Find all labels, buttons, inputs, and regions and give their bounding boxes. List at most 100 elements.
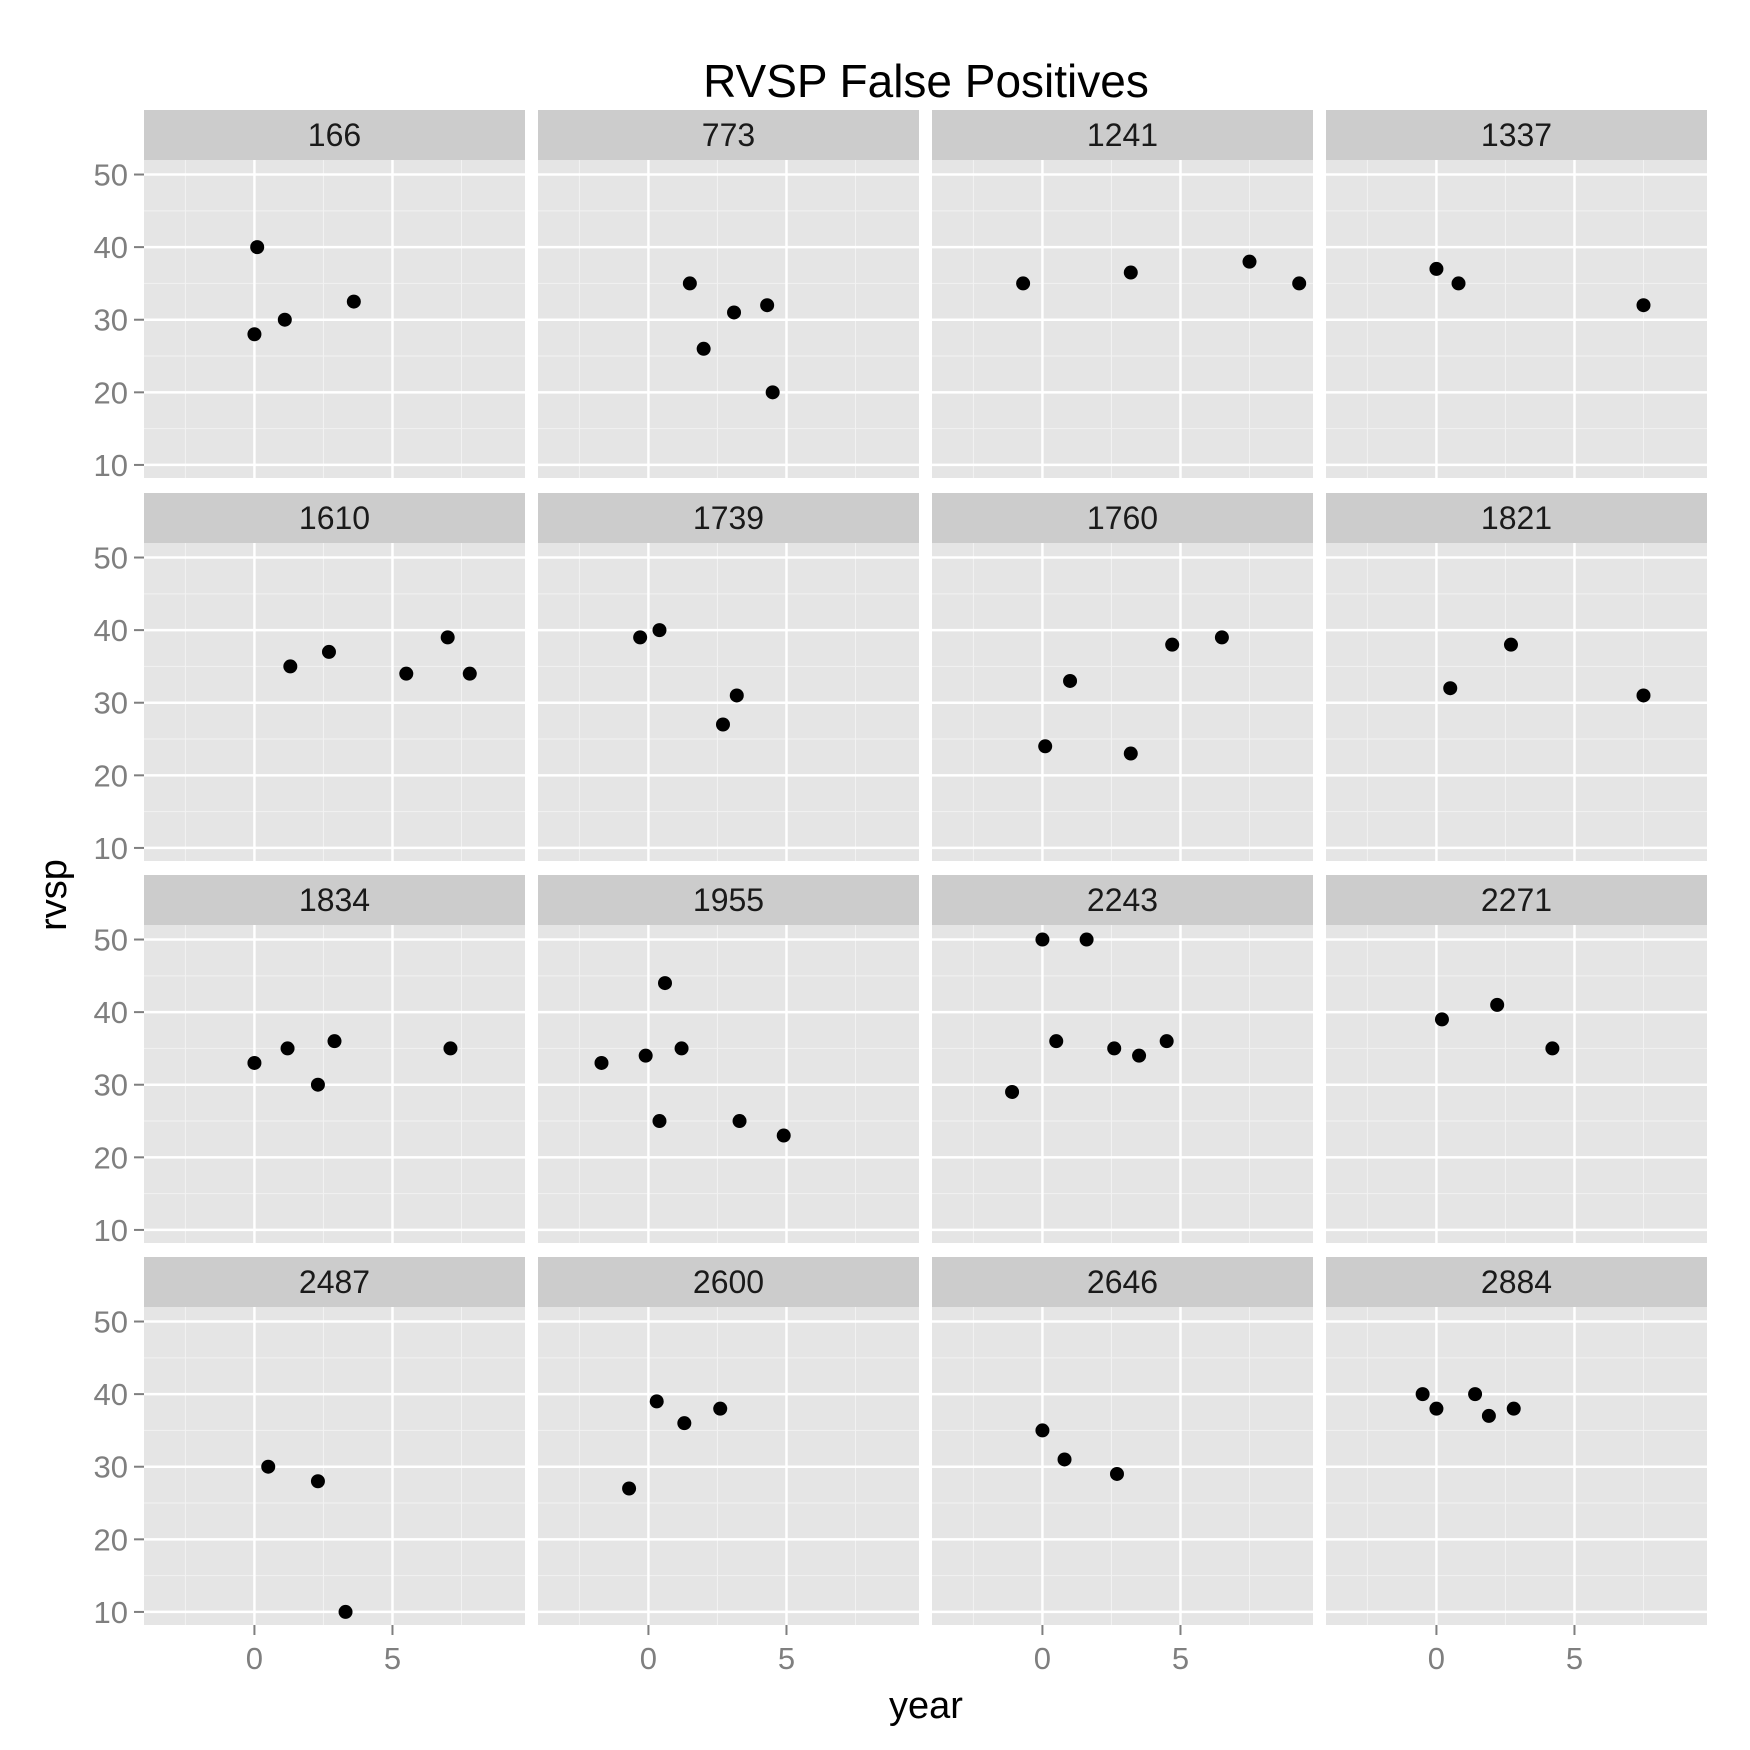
facet-panel: 1834 <box>144 875 525 1243</box>
y-tick-label: 50 <box>94 541 128 576</box>
data-point <box>1429 261 1444 276</box>
facet-strip <box>144 493 525 543</box>
data-point <box>1035 932 1050 947</box>
panel-grid <box>538 160 919 478</box>
y-axis-title: rvsp <box>33 859 75 931</box>
data-point <box>1049 1034 1064 1049</box>
data-point <box>765 385 780 400</box>
panel-grid <box>538 925 919 1243</box>
facet-strip-label: 1955 <box>693 882 764 918</box>
panel-grid <box>144 1307 525 1625</box>
x-tick-label: 0 <box>1428 1641 1445 1676</box>
data-point <box>250 240 265 255</box>
data-point <box>338 1604 353 1619</box>
data-point <box>440 630 455 645</box>
facet-panel: 2600 <box>538 1257 919 1625</box>
data-point <box>1035 1423 1050 1438</box>
panel-grid <box>932 543 1313 861</box>
data-point <box>1636 298 1651 313</box>
facet-panel: 2271 <box>1326 875 1707 1243</box>
y-tick-label: 20 <box>94 375 128 410</box>
data-point <box>277 312 292 327</box>
data-point <box>283 659 298 674</box>
facet-strip-label: 1610 <box>299 500 370 536</box>
data-point <box>1545 1041 1560 1056</box>
facet-strip-label: 1834 <box>299 882 370 918</box>
y-tick-label: 50 <box>94 923 128 958</box>
facet-strip-label: 2243 <box>1087 882 1158 918</box>
data-point <box>713 1401 728 1416</box>
facet-strip-label: 1739 <box>693 500 764 536</box>
panel-grid <box>144 160 525 478</box>
panel-grid <box>932 160 1313 478</box>
y-tick-label: 30 <box>94 1068 128 1103</box>
facet-strip <box>1326 493 1707 543</box>
facet-strip <box>1326 1257 1707 1307</box>
data-point <box>1292 276 1307 291</box>
data-point <box>732 1114 747 1129</box>
facet-strip <box>538 1257 919 1307</box>
data-point <box>1429 1401 1444 1416</box>
facet-panel: 2646 <box>932 1257 1313 1625</box>
panel-grid <box>538 1307 919 1625</box>
data-point <box>594 1055 609 1070</box>
panel-grid <box>144 543 525 861</box>
y-tick-label: 20 <box>94 1522 128 1557</box>
y-tick-label: 40 <box>94 230 128 265</box>
facet-panel: 1739 <box>538 493 919 861</box>
data-point <box>622 1481 637 1496</box>
facet-strip-label: 1760 <box>1087 500 1158 536</box>
facet-strip <box>538 110 919 160</box>
data-point <box>1468 1387 1483 1402</box>
data-point <box>649 1394 664 1409</box>
data-point <box>1123 746 1138 761</box>
facet-strip-label: 1241 <box>1087 117 1158 153</box>
y-tick-label: 40 <box>94 613 128 648</box>
y-tick-label: 10 <box>94 448 128 483</box>
data-point <box>346 294 361 309</box>
y-tick-label: 30 <box>94 1450 128 1485</box>
panel-grid <box>1326 160 1707 478</box>
y-tick-label: 20 <box>94 1140 128 1175</box>
data-point <box>280 1041 295 1056</box>
data-point <box>1490 997 1505 1012</box>
data-point <box>727 305 742 320</box>
y-tick-label: 10 <box>94 1213 128 1248</box>
facet-strip-label: 2271 <box>1481 882 1552 918</box>
data-point <box>1057 1452 1072 1467</box>
facet-strip-label: 2646 <box>1087 1264 1158 1300</box>
data-point <box>715 717 730 732</box>
data-point <box>1005 1084 1020 1099</box>
data-point <box>247 1055 262 1070</box>
facet-strip <box>538 493 919 543</box>
data-point <box>1636 688 1651 703</box>
data-point <box>1451 276 1466 291</box>
facet-panel: 1760 <box>932 493 1313 861</box>
data-point <box>399 666 414 681</box>
y-tick-label: 10 <box>94 1595 128 1630</box>
facet-panel: 1337 <box>1326 110 1707 478</box>
x-tick-label: 5 <box>778 1641 795 1676</box>
data-point <box>1415 1387 1430 1402</box>
panel-grid <box>1326 925 1707 1243</box>
facet-panel: 1241 <box>932 110 1313 478</box>
y-tick-label: 30 <box>94 303 128 338</box>
facet-strip-label: 1821 <box>1481 500 1552 536</box>
facet-panel: 1821 <box>1326 493 1707 861</box>
y-tick-label: 50 <box>94 1305 128 1340</box>
data-point <box>1443 681 1458 696</box>
data-point <box>1214 630 1229 645</box>
facet-strip <box>144 1257 525 1307</box>
y-tick-label: 40 <box>94 995 128 1030</box>
facet-strip <box>932 493 1313 543</box>
facet-strip <box>1326 875 1707 925</box>
facet-strip-label: 166 <box>308 117 361 153</box>
data-point <box>1481 1408 1496 1423</box>
data-point <box>677 1416 692 1431</box>
data-point <box>729 688 744 703</box>
y-tick-label: 10 <box>94 831 128 866</box>
data-point <box>633 630 648 645</box>
facet-strip <box>144 875 525 925</box>
data-point <box>1063 673 1078 688</box>
